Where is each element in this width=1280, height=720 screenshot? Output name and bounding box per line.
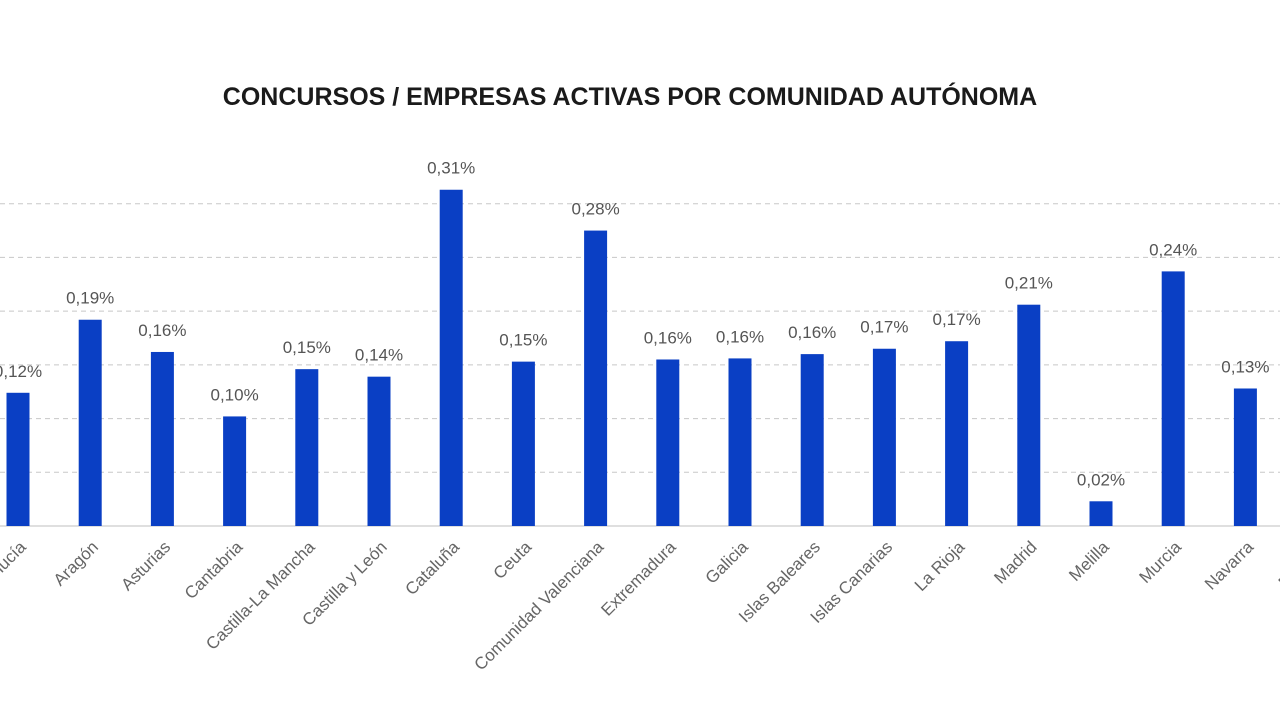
bar [584,230,608,527]
x-tick-label: Madrid [990,537,1040,587]
data-label: 0,24% [1149,240,1197,259]
gridlines [0,203,1280,527]
data-label: 0,28% [571,200,619,219]
x-tick-label: lucía [0,537,30,576]
bar [800,354,824,526]
data-label: 0,15% [283,338,331,357]
bar [656,359,680,526]
bar [78,319,102,526]
x-tick-labels: lucía Aragón Asturias CantabriaCastilla-La … [0,537,1280,674]
bar [439,189,463,526]
x-tick-label: Murcia [1136,537,1186,587]
data-label: 0,02% [1077,470,1125,489]
x-tick-label: Melilla [1065,537,1113,585]
bar [223,416,247,526]
x-tick-label: País Va [1275,537,1280,592]
bar [367,376,391,526]
x-tick-label: Asturias [117,537,174,594]
data-label: 0,16% [138,321,186,340]
x-tick-label: Extremadura [597,537,680,620]
x-tick-label: Navarra [1201,537,1258,594]
x-tick-label: Ceuta [490,537,536,583]
data-label: 0,12% [0,362,42,381]
x-tick-label: Galicia [702,537,753,588]
bar [728,358,752,526]
data-label: 0,14% [355,346,403,365]
bar [872,348,896,526]
x-tick-label: Cantabria [181,537,247,603]
data-label: 0,19% [66,289,114,308]
data-label: 0,10% [210,385,258,404]
data-label: 0,17% [860,318,908,337]
x-tick-label: Aragón [50,537,102,589]
x-tick-label: Cataluña [401,537,463,599]
bar [6,392,30,526]
bars [6,189,1257,527]
x-tick-label: La Rioja [911,537,969,595]
data-labels: 0,12% 0,19% 0,16% 0,10% 0,15% 0,14% 0,31% 0,15%… [0,159,1270,490]
bar [1089,501,1113,526]
bar [945,341,969,526]
data-label: 0,21% [1005,274,1053,293]
bar [295,369,319,526]
bar [1017,304,1041,526]
data-label: 0,13% [1221,357,1269,376]
data-label: 0,16% [716,327,764,346]
x-tick-label: Comunidad Valenciana [471,537,608,674]
data-label: 0,15% [499,331,547,350]
bar [511,361,535,526]
chart-title: CONCURSOS / EMPRESAS ACTIVAS POR COMUNID… [223,81,1037,111]
bar [1233,388,1257,526]
data-label: 0,31% [427,159,475,178]
bar [1161,271,1185,526]
data-label: 0,16% [644,328,692,347]
data-label: 0,16% [788,323,836,342]
data-label: 0,17% [932,310,980,329]
bar [150,351,174,526]
